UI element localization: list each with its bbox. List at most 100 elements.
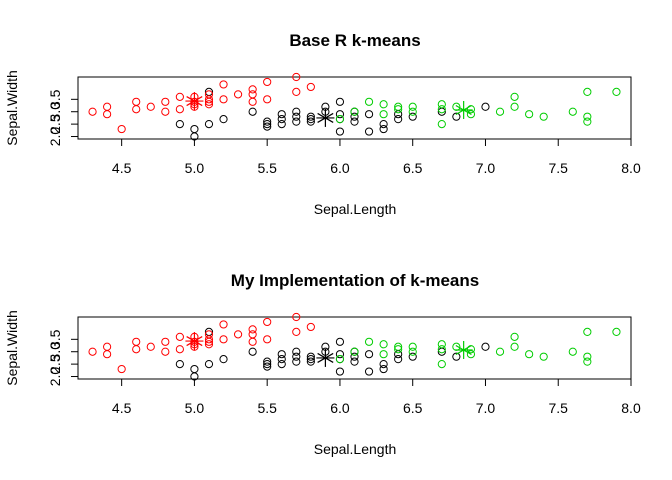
data-point (263, 77, 272, 87)
data-point (204, 360, 214, 369)
data-point (277, 355, 286, 364)
data-point (248, 347, 257, 356)
data-point (437, 340, 446, 349)
data-point (495, 107, 505, 116)
y-tick-label: 3.0 (47, 342, 63, 362)
data-point (379, 100, 388, 109)
data-point (132, 345, 141, 354)
data-point (408, 352, 417, 361)
data-point (437, 360, 446, 369)
data-point (263, 335, 272, 344)
x-tick-label: 5.5 (257, 160, 277, 176)
data-point (204, 337, 214, 346)
data-point (204, 97, 214, 106)
data-point (292, 72, 301, 82)
data-point (350, 117, 359, 126)
x-axis: 4.5 5.0 5.5 6.0 6.5 7.0 7.5 8.0 (112, 379, 641, 416)
x-tick-label: 6.5 (403, 400, 423, 416)
y-tick-label: 3.5 (47, 89, 63, 109)
data-point (379, 364, 388, 374)
data-point (583, 112, 592, 121)
data-point (175, 105, 184, 114)
data-point (394, 105, 403, 114)
data-point (219, 335, 228, 344)
data-point (364, 97, 374, 106)
cluster-center-marker (185, 332, 204, 351)
y-tick-label: 3.0 (47, 102, 63, 122)
data-point (379, 350, 388, 359)
data-point (394, 345, 403, 354)
data-point (568, 347, 577, 356)
y-tick-label: 2.0 (47, 127, 63, 147)
x-tick-label: 4.5 (112, 160, 132, 176)
data-point (204, 120, 214, 129)
y-tick-label: 2.5 (47, 114, 63, 134)
data-point (190, 124, 199, 134)
data-point (103, 110, 112, 119)
data-point (292, 112, 301, 121)
x-tick-label: 6.5 (403, 160, 423, 176)
points-layer (88, 312, 621, 381)
data-point (408, 112, 417, 121)
data-point (437, 120, 446, 129)
data-point (219, 355, 228, 364)
x-tick-label: 4.5 (112, 400, 132, 416)
data-point (510, 102, 519, 111)
data-point (350, 112, 359, 121)
data-point (481, 102, 490, 111)
data-point (306, 357, 315, 366)
data-point (306, 117, 315, 126)
plot-frame (77, 76, 632, 140)
x-tick-label: 7.0 (476, 400, 496, 416)
data-point (292, 312, 301, 322)
data-point (292, 357, 301, 366)
data-point (292, 117, 301, 126)
y-axis-label: Sepal.Width (4, 310, 20, 385)
data-point (263, 362, 272, 371)
data-point (132, 337, 141, 346)
data-point (306, 322, 315, 332)
data-point (350, 107, 359, 116)
data-point (408, 347, 417, 356)
data-point (394, 342, 403, 351)
data-point (466, 110, 476, 119)
data-point (161, 107, 170, 116)
data-point (88, 107, 97, 116)
cluster-center-marker (454, 100, 473, 119)
data-point (292, 107, 301, 116)
data-point (117, 124, 126, 134)
data-point (233, 90, 243, 99)
data-point (408, 102, 417, 111)
x-tick-label: 8.0 (621, 160, 641, 176)
x-tick-label: 7.5 (549, 400, 569, 416)
data-point (103, 342, 112, 351)
data-point (525, 110, 534, 119)
y-tick-label: 2.5 (47, 354, 63, 374)
data-point (335, 110, 345, 119)
plot-frame (77, 316, 632, 380)
data-point (103, 102, 112, 111)
data-point (510, 342, 519, 351)
data-point (292, 87, 301, 96)
data-point (364, 337, 374, 346)
data-point (175, 120, 184, 129)
data-point (583, 327, 592, 336)
x-tick-label: 8.0 (621, 400, 641, 416)
data-point (437, 345, 446, 354)
data-point (292, 347, 301, 356)
data-point (335, 367, 345, 376)
centers-layer (185, 332, 473, 367)
data-point (452, 112, 461, 121)
data-point (277, 120, 286, 129)
data-point (277, 115, 286, 124)
data-point (335, 115, 345, 124)
data-point (248, 90, 257, 99)
x-axis-label: Sepal.Length (314, 441, 397, 457)
data-point (306, 112, 315, 121)
x-axis-label: Sepal.Length (314, 201, 397, 217)
data-point (539, 352, 548, 361)
data-point (525, 350, 534, 359)
data-point (452, 352, 461, 361)
data-point (364, 127, 374, 136)
data-point (175, 345, 184, 354)
